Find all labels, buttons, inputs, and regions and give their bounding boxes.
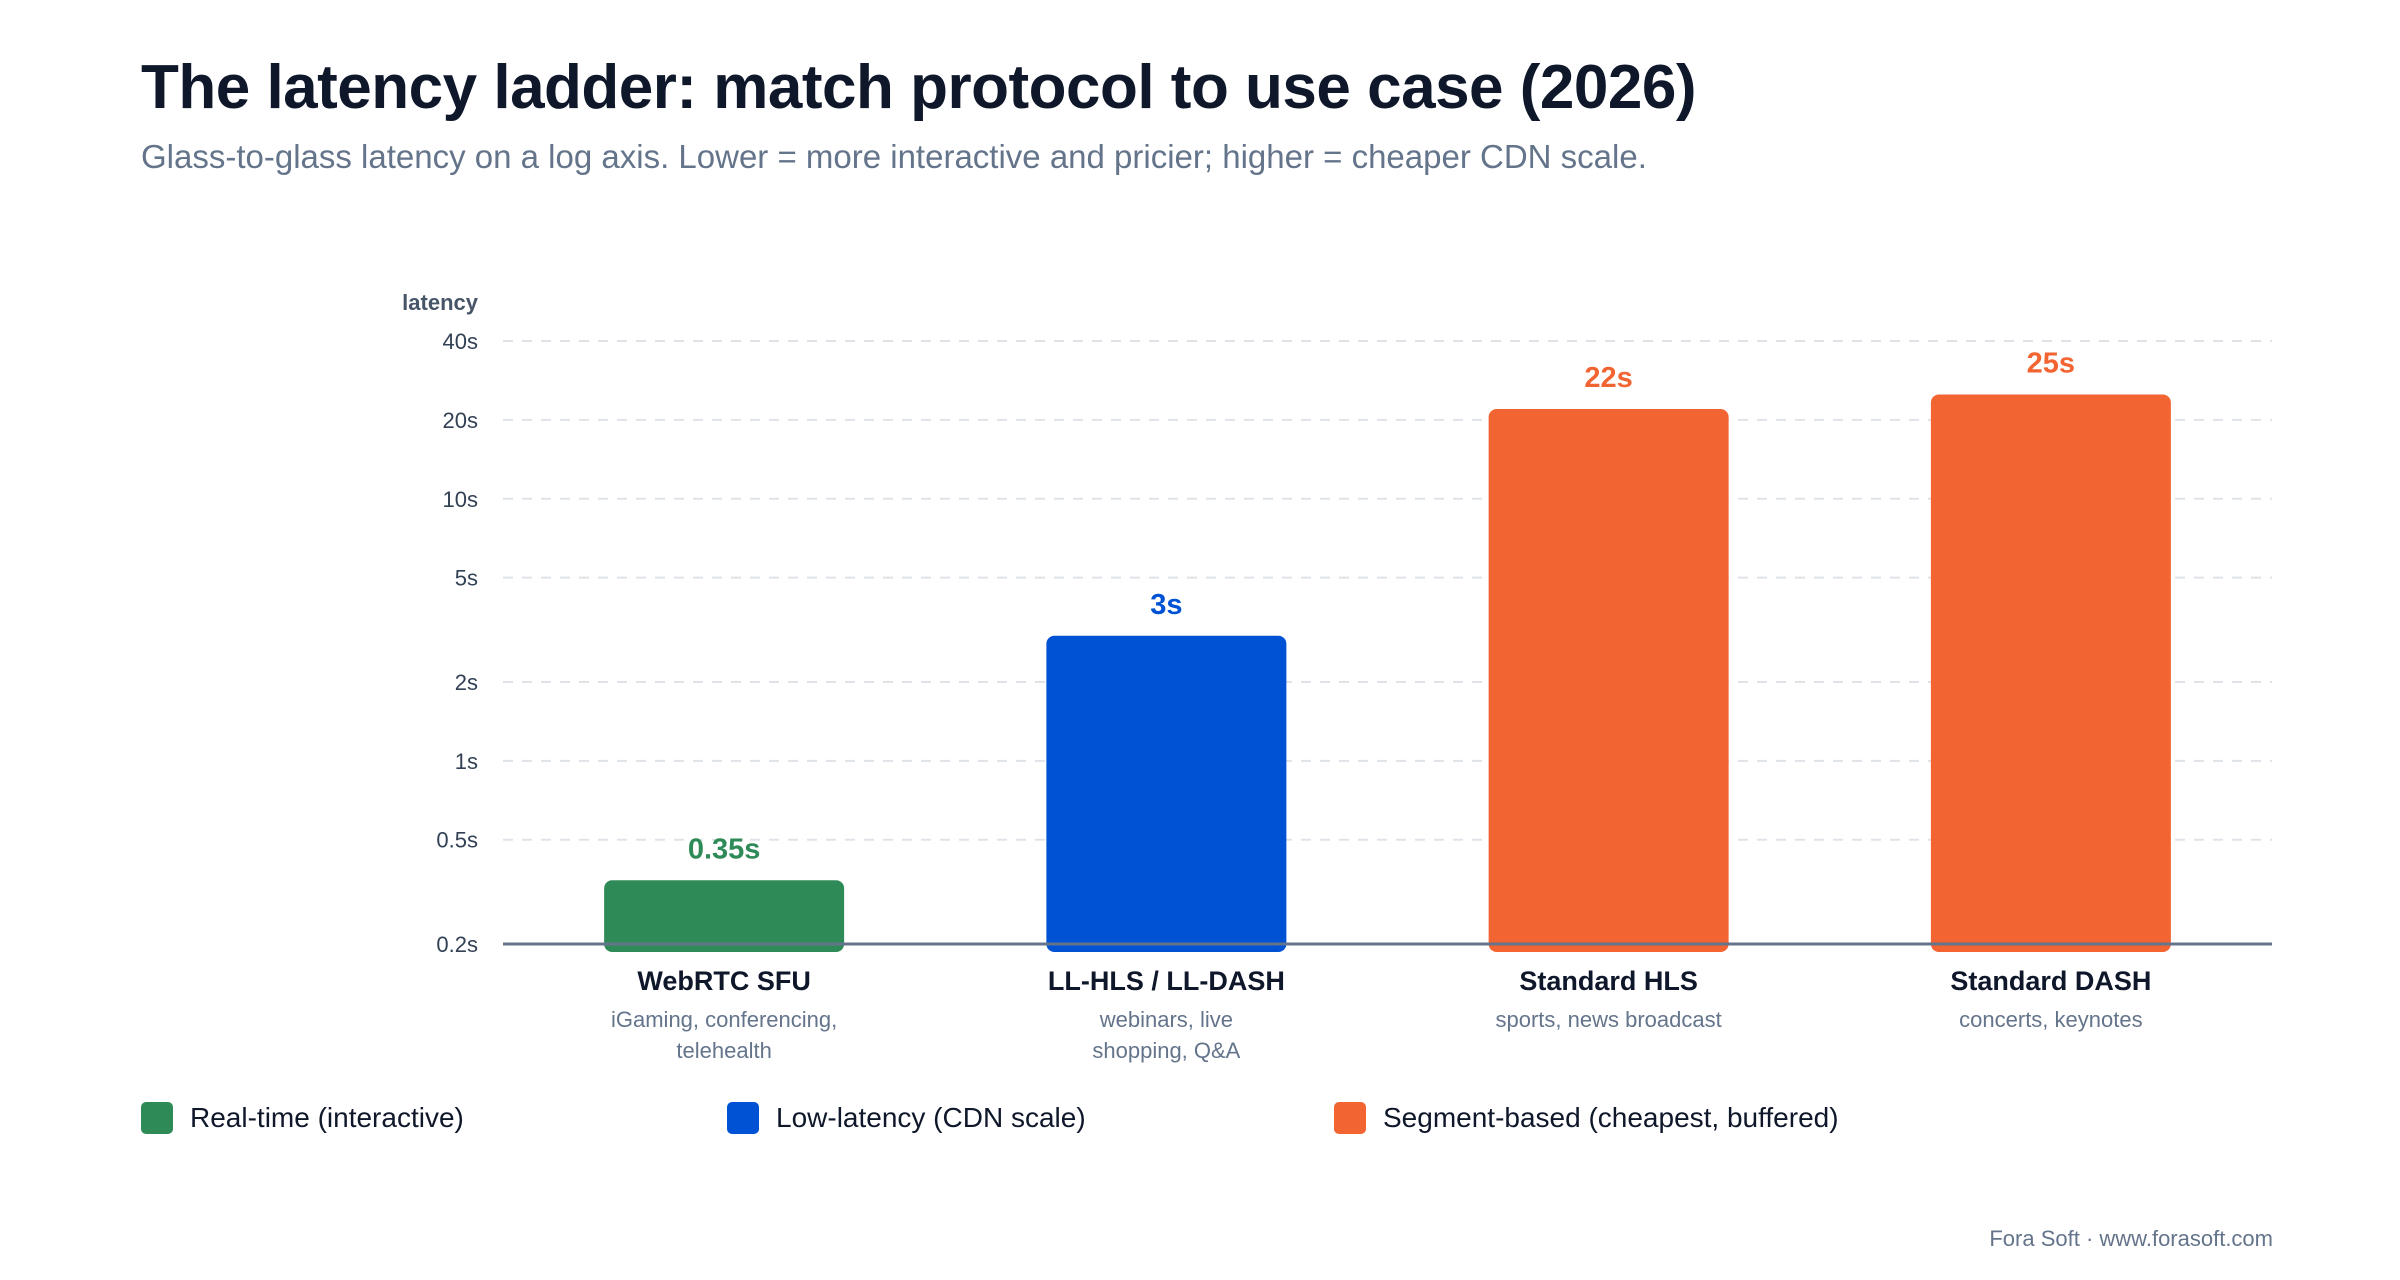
use-case-label: shopping, Q&A	[1092, 1038, 1240, 1063]
use-case-label: concerts, keynotes	[1959, 1007, 2142, 1032]
y-tick-label: 2s	[455, 670, 478, 695]
legend-item-low-latency: Low-latency (CDN scale)	[727, 1102, 1086, 1134]
y-tick-label: 10s	[443, 487, 478, 512]
y-tick-label: 5s	[455, 566, 478, 591]
bar	[1046, 635, 1287, 952]
bar-value-label: 25s	[2027, 347, 2075, 379]
legend-swatch-real-time	[141, 1102, 173, 1134]
legend-item-segment-based: Segment-based (cheapest, buffered)	[1334, 1102, 1839, 1134]
use-case-label: webinars, live	[1099, 1007, 1233, 1032]
chart-subtitle: Glass-to-glass latency on a log axis. Lo…	[141, 138, 1647, 175]
legend-label-segment-based: Segment-based (cheapest, buffered)	[1383, 1102, 1839, 1133]
chart-title: The latency ladder: match protocol to us…	[141, 53, 1696, 122]
legend: Real-time (interactive) Low-latency (CDN…	[141, 1102, 2400, 1142]
y-tick-label: 20s	[443, 408, 478, 433]
y-axis-title: latency	[402, 290, 479, 315]
legend-swatch-low-latency	[727, 1102, 759, 1134]
legend-item-real-time: Real-time (interactive)	[141, 1102, 464, 1134]
category-label: WebRTC SFU	[637, 966, 811, 996]
bar	[1930, 394, 2171, 952]
bar-value-label: 22s	[1584, 362, 1632, 394]
bar-value-label: 3s	[1150, 589, 1182, 621]
bar-value-label: 0.35s	[688, 833, 761, 865]
y-tick-label: 0.5s	[436, 828, 478, 853]
y-tick-label: 1s	[455, 749, 478, 774]
y-tick-label: 0.2s	[436, 932, 478, 957]
use-case-label: sports, news broadcast	[1496, 1007, 1722, 1032]
legend-swatch-segment-based	[1334, 1102, 1366, 1134]
legend-label-real-time: Real-time (interactive)	[190, 1102, 464, 1133]
use-case-label: iGaming, conferencing,	[611, 1007, 837, 1032]
category-label: Standard DASH	[1950, 966, 2151, 996]
footer-credit: Fora Soft · www.forasoft.com	[1989, 1226, 2273, 1251]
category-label: LL-HLS / LL-DASH	[1048, 966, 1285, 996]
y-tick-label: 40s	[443, 329, 478, 354]
category-label: Standard HLS	[1519, 966, 1698, 996]
legend-label-low-latency: Low-latency (CDN scale)	[776, 1102, 1086, 1133]
bar	[604, 880, 845, 952]
use-case-label: telehealth	[676, 1038, 771, 1063]
bar	[1488, 409, 1729, 952]
